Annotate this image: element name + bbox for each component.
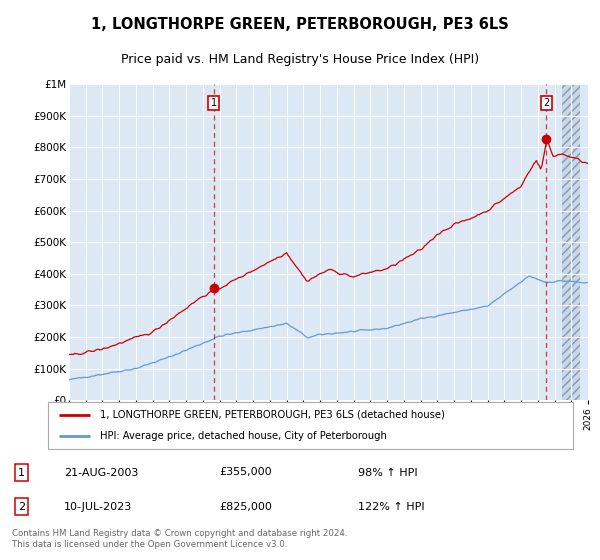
- Text: 1, LONGTHORPE GREEN, PETERBOROUGH, PE3 6LS (detached house): 1, LONGTHORPE GREEN, PETERBOROUGH, PE3 6…: [101, 410, 445, 420]
- Text: 122% ↑ HPI: 122% ↑ HPI: [358, 502, 424, 511]
- FancyBboxPatch shape: [48, 402, 573, 449]
- Text: 2: 2: [18, 502, 25, 511]
- Bar: [562, 84, 580, 400]
- Text: £825,000: £825,000: [220, 502, 272, 511]
- Text: 1, LONGTHORPE GREEN, PETERBOROUGH, PE3 6LS: 1, LONGTHORPE GREEN, PETERBOROUGH, PE3 6…: [91, 17, 509, 31]
- Text: 2: 2: [544, 98, 550, 108]
- Text: Contains HM Land Registry data © Crown copyright and database right 2024.
This d: Contains HM Land Registry data © Crown c…: [12, 529, 347, 549]
- Text: 1: 1: [18, 468, 25, 478]
- Text: HPI: Average price, detached house, City of Peterborough: HPI: Average price, detached house, City…: [101, 431, 388, 441]
- Text: Price paid vs. HM Land Registry's House Price Index (HPI): Price paid vs. HM Land Registry's House …: [121, 53, 479, 66]
- Text: 1: 1: [211, 98, 217, 108]
- Text: 10-JUL-2023: 10-JUL-2023: [64, 502, 132, 511]
- Text: £355,000: £355,000: [220, 468, 272, 478]
- Text: 21-AUG-2003: 21-AUG-2003: [64, 468, 138, 478]
- Text: 98% ↑ HPI: 98% ↑ HPI: [358, 468, 417, 478]
